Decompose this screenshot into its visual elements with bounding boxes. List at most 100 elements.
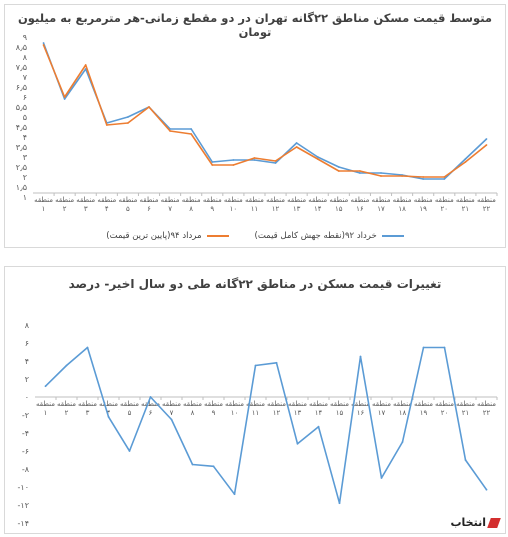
data-point-1-0 — [86, 346, 89, 349]
data-point-0-0 — [485, 138, 488, 140]
y-tick-label: ۵ — [23, 113, 27, 122]
data-point-0-1 — [485, 144, 488, 146]
legend-label-khordad92: خرداد ۹۲(نقطه جهش کامل قیمت) — [254, 231, 377, 241]
legend-label-mordad94: مرداد ۹۴(پایین ترین قیمت) — [106, 231, 202, 241]
category-label-name: منطقه — [456, 400, 475, 408]
data-point-0-1 — [253, 157, 256, 159]
y-tick-label: ۴ — [23, 133, 27, 142]
y-tick-label: ۲٫۵ — [16, 163, 27, 172]
data-point-0-0 — [295, 142, 298, 144]
data-point-0-1 — [232, 164, 235, 166]
category-label-name: منطقه — [183, 400, 202, 408]
category-label-name: منطقه — [99, 400, 118, 408]
category-label-name: منطقه — [309, 400, 328, 408]
data-point-0-1 — [211, 164, 214, 166]
category-label-number: ۲ — [63, 205, 67, 213]
category-label-name: منطقه — [36, 400, 55, 408]
category-label-name: منطقه — [182, 196, 201, 204]
data-point-0-1 — [443, 176, 446, 178]
category-label-name: منطقه — [350, 196, 369, 204]
data-point-1-0 — [191, 463, 194, 466]
data-point-1-0 — [275, 361, 278, 364]
data-point-0-0 — [443, 178, 446, 180]
data-point-0-0 — [359, 172, 361, 174]
data-point-0-1 — [380, 175, 382, 177]
y-tick-label: ۸٫۵ — [16, 43, 27, 52]
data-point-0-0 — [422, 178, 425, 180]
y-tick-label: -۱۰ — [18, 483, 29, 492]
change-chart-plot: ۸۶۴۲۰-۲-۴-۶-۸-۱۰-۱۲-۱۴منطقه۱منطقه۲منطقه۳… — [18, 321, 498, 528]
category-label-number: ۱۲ — [272, 205, 280, 213]
category-label-number: ۲۱ — [462, 205, 470, 213]
legend-swatch-orange — [206, 235, 229, 237]
category-label-number: ۲۲ — [483, 205, 491, 213]
category-label-name: منطقه — [34, 196, 53, 204]
category-label-name: منطقه — [225, 400, 244, 408]
y-tick-label: ۶٫۵ — [16, 83, 27, 92]
y-tick-label: -۸ — [22, 465, 30, 474]
category-label-number: ۲ — [65, 409, 69, 417]
data-point-0-0 — [127, 116, 129, 118]
category-label-number: ۴ — [105, 205, 109, 213]
category-label-number: ۱۴ — [315, 409, 323, 417]
y-tick-label: -۶ — [22, 447, 29, 456]
data-point-1-0 — [338, 502, 341, 505]
change-chart-title: تغییرات قیمت مسکن در مناطق ۲۲گانه طی دو … — [68, 277, 442, 291]
category-label-number: ۱۶ — [356, 205, 364, 213]
category-label-number: ۱۵ — [336, 409, 344, 417]
data-point-0-1 — [127, 122, 129, 124]
data-point-0-0 — [464, 158, 467, 160]
category-label-number: ۱ — [42, 205, 46, 213]
category-label-name: منطقه — [308, 196, 327, 204]
y-tick-label: ۱٫۵ — [16, 183, 27, 192]
category-label-name: منطقه — [162, 400, 181, 408]
category-label-number: ۱۰ — [231, 409, 239, 417]
category-label-number: ۱۵ — [335, 205, 343, 213]
data-point-0-1 — [464, 161, 467, 163]
data-point-0-0 — [380, 172, 382, 174]
category-label-number: ۶ — [149, 409, 153, 417]
category-label-name: منطقه — [414, 400, 433, 408]
category-label-name: منطقه — [267, 400, 286, 408]
price-chart-plot: ۹۸٫۵۸۷٫۵۷۶٫۵۶۵٫۵۵۴٫۵۴۳٫۵۳۲٫۵۲۱٫۵۱ منطقه۱م… — [16, 33, 498, 213]
y-tick-label: ۴٫۵ — [16, 123, 27, 132]
data-point-1-0 — [464, 459, 467, 461]
y-tick-label: ۲ — [25, 375, 29, 384]
data-point-0-0 — [337, 166, 340, 168]
y-tick-label: ۹ — [23, 33, 27, 42]
change-chart-panel: تغییرات قیمت مسکن در مناطق ۲۲گانه طی دو … — [4, 266, 506, 534]
category-label-name: منطقه — [372, 196, 391, 204]
data-point-0-0 — [190, 128, 193, 130]
data-point-0-0 — [253, 159, 256, 161]
y-tick-label: ۸ — [25, 321, 30, 330]
data-point-1-0 — [65, 364, 68, 367]
category-label-name: منطقه — [266, 196, 285, 204]
category-label-number: ۷ — [168, 205, 172, 213]
y-tick-label: ۱ — [23, 193, 27, 202]
y-tick-label: ۳٫۵ — [16, 143, 27, 152]
y-tick-label: ۷ — [23, 73, 28, 82]
category-label-name: منطقه — [161, 196, 180, 204]
category-label-name: منطقه — [330, 400, 349, 408]
category-label-number: ۶ — [147, 205, 151, 213]
data-point-1-0 — [485, 488, 488, 491]
data-point-1-0 — [149, 396, 152, 398]
data-point-1-0 — [317, 425, 320, 428]
data-point-0-1 — [316, 158, 319, 160]
y-tick-label: ۷٫۵ — [16, 63, 27, 72]
data-point-0-1 — [422, 176, 425, 178]
series-line-0-1 — [42, 44, 488, 178]
category-label-name: منطقه — [97, 196, 116, 204]
category-label-name: منطقه — [393, 400, 412, 408]
y-tick-label: ۲ — [23, 173, 27, 182]
data-point-0-1 — [105, 124, 108, 126]
data-point-1-0 — [401, 441, 404, 443]
data-point-0-1 — [274, 160, 277, 162]
price-chart-title: متوسط قیمت مسکن مناطق ۲۲گانه تهران در دو… — [17, 11, 493, 39]
y-tick-label: -۴ — [22, 429, 29, 438]
category-label-number: ۱۹ — [420, 409, 428, 417]
category-label-number: ۷ — [170, 409, 174, 417]
category-label-name: منطقه — [245, 196, 264, 204]
watermark-logo: انتخاب — [450, 516, 501, 529]
category-label-name: منطقه — [140, 196, 159, 204]
